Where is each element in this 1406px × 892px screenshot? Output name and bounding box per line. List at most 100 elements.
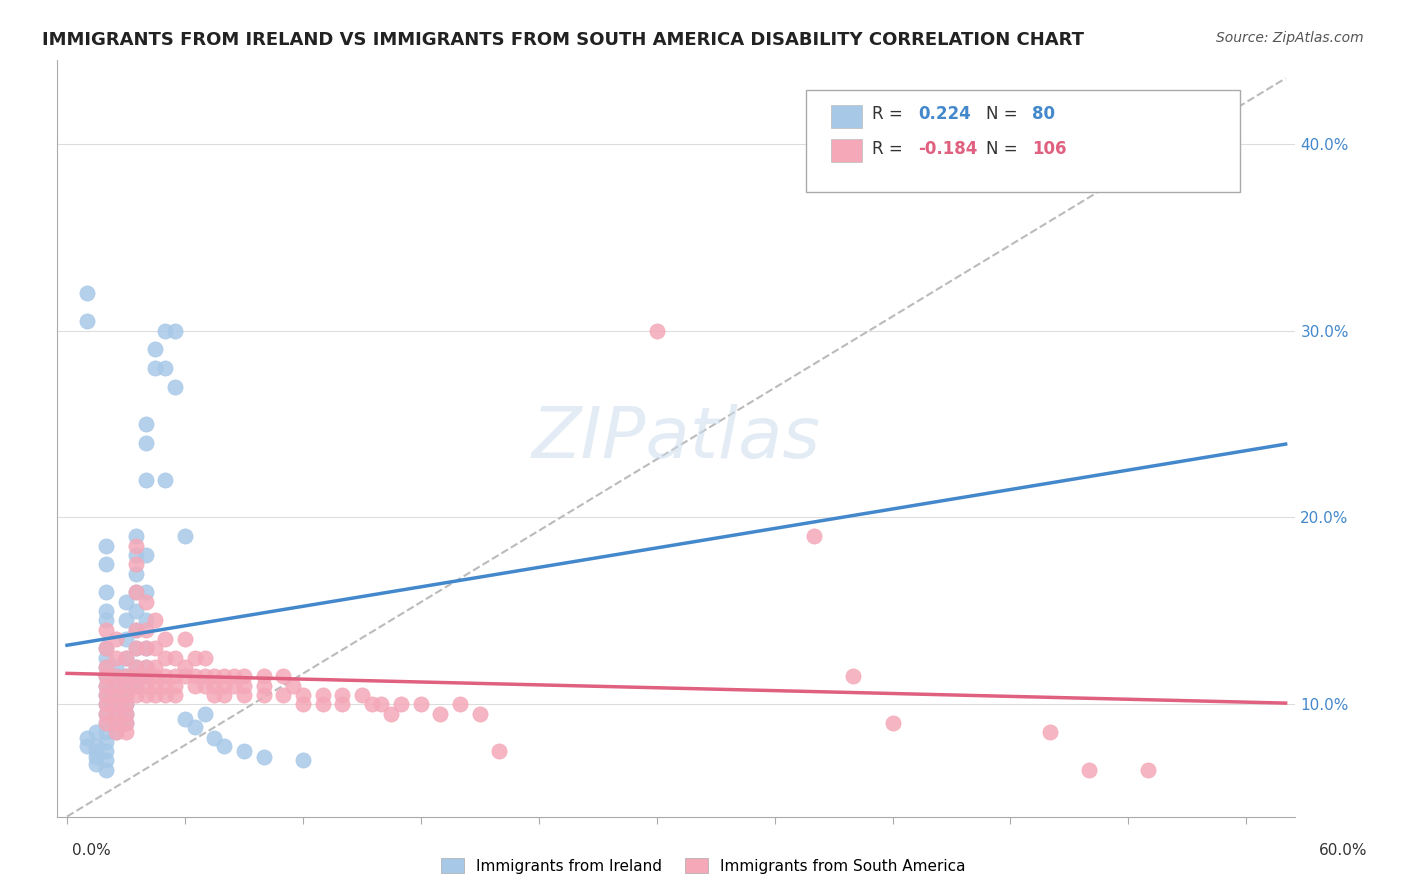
Point — [96, 650, 118, 665]
Point — [360, 698, 382, 712]
Point — [165, 669, 187, 683]
Point — [252, 679, 274, 693]
Point — [409, 698, 432, 712]
Point — [105, 698, 128, 712]
Point — [105, 669, 128, 683]
Point — [125, 529, 148, 543]
Point — [115, 688, 138, 702]
Text: N =: N = — [986, 140, 1022, 158]
Point — [115, 716, 138, 731]
Point — [222, 669, 245, 683]
Point — [96, 679, 118, 693]
Point — [125, 623, 148, 637]
Point — [330, 698, 353, 712]
Text: 0.0%: 0.0% — [72, 843, 111, 857]
Point — [125, 585, 148, 599]
Point — [291, 688, 314, 702]
Point — [281, 679, 304, 693]
Point — [380, 706, 402, 721]
Point — [135, 669, 157, 683]
Point — [155, 473, 177, 487]
Point — [135, 623, 157, 637]
Point — [165, 679, 187, 693]
Point — [115, 613, 138, 627]
Point — [232, 744, 254, 758]
Point — [96, 669, 118, 683]
Point — [271, 688, 294, 702]
Point — [125, 585, 148, 599]
Point — [184, 669, 207, 683]
Point — [96, 623, 118, 637]
Point — [135, 688, 157, 702]
Point — [232, 679, 254, 693]
Point — [212, 739, 235, 753]
Point — [125, 679, 148, 693]
Point — [1078, 763, 1101, 777]
Point — [125, 548, 148, 562]
Point — [184, 720, 207, 734]
Point — [115, 706, 138, 721]
Point — [645, 324, 668, 338]
Point — [115, 632, 138, 646]
Point — [105, 688, 128, 702]
Point — [115, 706, 138, 721]
Point — [291, 698, 314, 712]
Point — [96, 613, 118, 627]
Point — [174, 712, 197, 726]
Point — [115, 594, 138, 608]
Point — [115, 679, 138, 693]
Point — [291, 754, 314, 768]
Point — [488, 744, 510, 758]
Point — [135, 679, 157, 693]
Point — [204, 679, 226, 693]
Point — [105, 650, 128, 665]
Point — [96, 698, 118, 712]
Point — [96, 716, 118, 731]
Point — [145, 660, 167, 674]
Point — [76, 731, 98, 745]
Point — [155, 361, 177, 376]
Point — [252, 749, 274, 764]
Point — [125, 623, 148, 637]
Point — [96, 539, 118, 553]
Point — [184, 650, 207, 665]
Point — [204, 669, 226, 683]
Point — [105, 706, 128, 721]
Point — [76, 739, 98, 753]
Point — [174, 669, 197, 683]
Text: IMMIGRANTS FROM IRELAND VS IMMIGRANTS FROM SOUTH AMERICA DISABILITY CORRELATION : IMMIGRANTS FROM IRELAND VS IMMIGRANTS FR… — [42, 31, 1084, 49]
Point — [184, 679, 207, 693]
Point — [96, 725, 118, 739]
Point — [135, 660, 157, 674]
Point — [96, 716, 118, 731]
Point — [125, 660, 148, 674]
Point — [96, 688, 118, 702]
Point — [135, 641, 157, 656]
Text: 106: 106 — [1032, 140, 1066, 158]
Point — [145, 688, 167, 702]
Point — [115, 725, 138, 739]
Point — [194, 669, 217, 683]
Point — [96, 735, 118, 749]
Point — [115, 698, 138, 712]
FancyBboxPatch shape — [831, 105, 862, 128]
Point — [96, 679, 118, 693]
Point — [252, 688, 274, 702]
Point — [86, 739, 108, 753]
Point — [105, 632, 128, 646]
Point — [135, 669, 157, 683]
Point — [155, 324, 177, 338]
Point — [96, 669, 118, 683]
Point — [105, 706, 128, 721]
Point — [311, 688, 333, 702]
Point — [468, 706, 491, 721]
Point — [96, 698, 118, 712]
Point — [174, 529, 197, 543]
Point — [105, 698, 128, 712]
Point — [135, 660, 157, 674]
Point — [1137, 763, 1160, 777]
Point — [389, 698, 412, 712]
Point — [125, 669, 148, 683]
FancyBboxPatch shape — [831, 139, 862, 161]
Point — [135, 594, 157, 608]
